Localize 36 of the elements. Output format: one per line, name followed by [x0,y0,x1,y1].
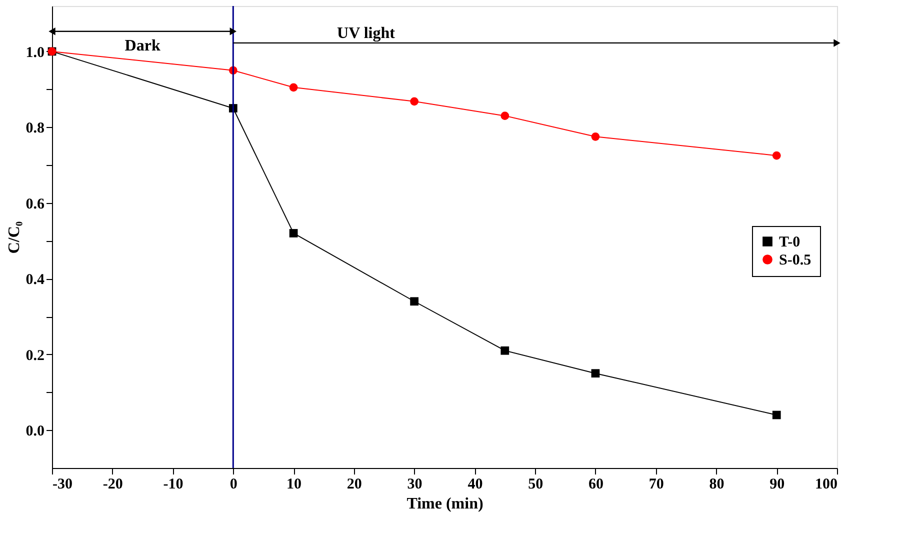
point [500,112,510,120]
y-tick-label: 0.0 [26,424,44,440]
x-tick-label: 50 [528,476,544,492]
y-tick-label: 0.4 [26,272,45,288]
legend-label: T-0 [779,234,800,250]
x-tick-label: -30 [52,476,72,492]
x-tick-label: 30 [407,476,422,492]
x-tick-label: 40 [468,476,483,492]
point [772,151,781,160]
x-tick-label: 60 [588,476,604,492]
legend-label: S-0.5 [779,252,812,268]
point [289,229,298,238]
annotation: Dark [124,37,160,54]
x-tick-label: -10 [163,476,184,492]
point [591,369,600,378]
y-tick-label: 1.0 [26,44,44,61]
x-tick-label: 100 [815,476,838,492]
point [410,97,418,106]
annotation: UV light [337,24,396,42]
point [772,410,781,420]
point [289,83,298,92]
x-tick-label: 90 [770,476,785,492]
x-tick-label: 80 [709,476,724,492]
x-tick-label: -20 [102,476,123,492]
point [591,132,600,141]
x-axis-title: Time (min) [406,496,484,512]
point [500,346,510,355]
y-axis-title: C/C₀ [6,221,23,254]
y-tick-label: 0.8 [26,120,44,137]
x-tick-label: 10 [286,476,302,492]
x-tick-label: 0 [230,476,238,492]
point [410,297,418,306]
y-tick-label: 0.2 [26,348,44,364]
x-tick-label: 70 [648,476,664,492]
x-tick-label: 20 [346,476,362,492]
y-tick-label: 0.6 [26,196,45,212]
